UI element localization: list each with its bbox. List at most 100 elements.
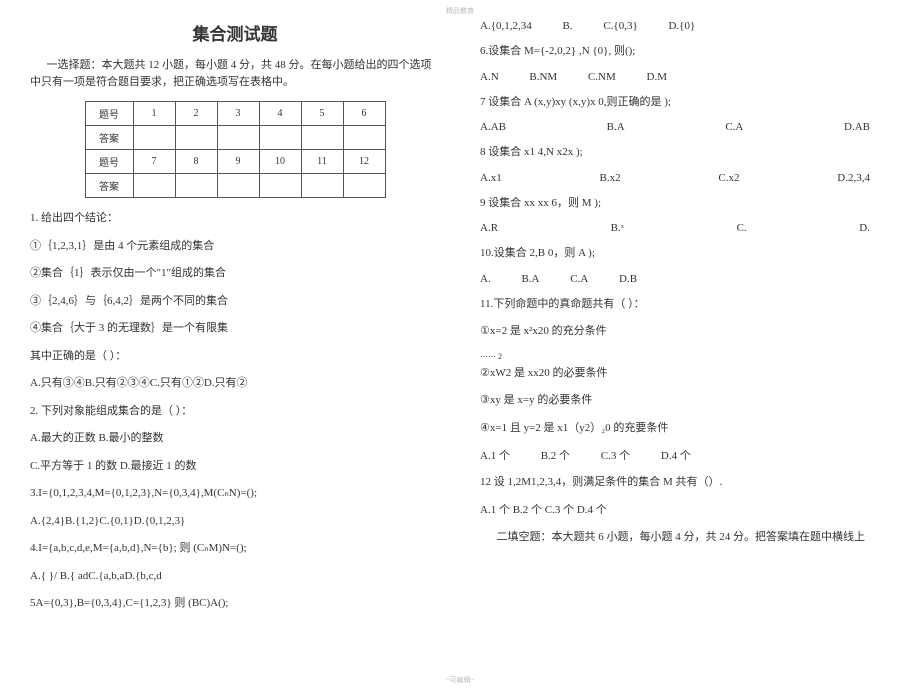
table-cell (343, 174, 385, 198)
q7-b: B.A (607, 121, 625, 133)
q1-opts: A.只有③④B.只有②③④C.只有①②D.只有② (30, 375, 440, 392)
q1-s4: ④集合｛大于 3 的无理数｝是一个有限集 (30, 320, 440, 337)
q10-stem: 10.设集合 2,B 0，则 A ); (480, 245, 890, 262)
table-cell (259, 174, 301, 198)
q3-opts: A.{2,4}B.{1,2}C.{0,1}D.{0,1,2,3} (30, 513, 440, 530)
q5-opts: A.{0,1,2,34 B. C.{0,3} D.{0} (480, 20, 890, 32)
table-cell (259, 126, 301, 150)
q8-opts: A.x1 B.x2 C.x2 D.2,3,4 (480, 172, 890, 184)
q8-stem: 8 设集合 x1 4,N x2x ); (480, 144, 890, 161)
q1-s1: ①｛1,2,3,1｝是由 4 个元素组成的集合 (30, 238, 440, 255)
q11-d: D.4 个 (661, 450, 691, 462)
table-cell (217, 126, 259, 150)
q4-opts: A.{ }/ B.{ adC.{a,b,aD.{b,c,d (30, 568, 440, 585)
q8-c: C.x2 (718, 172, 739, 184)
table-cell (133, 174, 175, 198)
table-cell: 8 (175, 150, 217, 174)
q5-a: A.{0,1,2,34 (480, 20, 532, 32)
table-cell: 2 (175, 102, 217, 126)
section1-intro: 一选择题：本大题共 12 小题，每小题 4 分，共 48 分。在每小题给出的四个… (30, 57, 440, 90)
table-cell: 1 (133, 102, 175, 126)
table-header: 题号 (85, 150, 133, 174)
q8-b: B.x2 (600, 172, 621, 184)
q9-opts: A.R B.ˣ C. D. (480, 222, 890, 234)
page-container: 集合测试题 一选择题：本大题共 12 小题，每小题 4 分，共 48 分。在每小… (0, 0, 920, 633)
q6-stem: 6.设集合 M={-2,0,2} ,N {0}, 则(); (480, 43, 890, 60)
table-cell: 7 (133, 150, 175, 174)
q9-d: D. (859, 222, 870, 234)
q11-dots: ⋯⋯ 2 (480, 351, 890, 363)
table-cell: 11 (301, 150, 343, 174)
q11-s4: ④x=1 且 y=2 是 x1（y2）₂0 的充要条件 (480, 420, 890, 437)
q10-opts: A. B.A C.A D.B (480, 273, 890, 285)
q1-stem: 1. 给出四个结论： (30, 210, 440, 227)
q4-stem: 4.I={a,b,c,d,e,M={a,b,d},N={b}; 则 (CₙM)N… (30, 540, 440, 557)
footer-text: ~可编辑~ (446, 675, 475, 685)
q5-stem: 5A={0,3},B={0,3,4},C={1,2,3} 则 (BC)A(); (30, 595, 440, 612)
q11-stem: 11.下列命题中的真命题共有（ ）： (480, 296, 890, 313)
q1-ask: 其中正确的是（ ）： (30, 348, 440, 365)
watermark-text: 精品教育 (446, 6, 474, 16)
q11-b: B.2 个 (541, 450, 570, 462)
q6-a: A.N (480, 71, 499, 83)
q2-stem: 2. 下列对象能组成集合的是（ ）： (30, 403, 440, 420)
q5-c: C.{0,3} (603, 20, 637, 32)
q1-s2: ②集合｛1｝表示仅由一个"1"组成的集合 (30, 265, 440, 282)
table-header: 题号 (85, 102, 133, 126)
q2-ab: A.最大的正数 B.最小的整数 (30, 430, 440, 447)
table-cell: 5 (301, 102, 343, 126)
answer-table: 题号 1 2 3 4 5 6 答案 题号 7 8 9 10 11 12 (85, 101, 386, 198)
table-cell: 9 (217, 150, 259, 174)
q10-c: C.A (570, 273, 588, 285)
left-column: 集合测试题 一选择题：本大题共 12 小题，每小题 4 分，共 48 分。在每小… (30, 20, 440, 623)
q7-stem: 7 设集合 A (x,y)xy (x,y)x 0,则正确的是 ); (480, 94, 890, 111)
q8-d: D.2,3,4 (837, 172, 870, 184)
q6-d: D.M (647, 71, 667, 83)
q8-a: A.x1 (480, 172, 502, 184)
table-cell (301, 174, 343, 198)
right-column: A.{0,1,2,34 B. C.{0,3} D.{0} 6.设集合 M={-2… (480, 20, 890, 623)
q11-s3: ③xy 是 x=y 的必要条件 (480, 392, 890, 409)
q6-c: C.NM (588, 71, 616, 83)
q11-c: C.3 个 (601, 450, 630, 462)
table-cell: 4 (259, 102, 301, 126)
q7-c: C.A (725, 121, 743, 133)
q10-d: D.B (619, 273, 637, 285)
q7-opts: A.AB B.A C.A D.AB (480, 121, 890, 133)
table-header: 答案 (85, 126, 133, 150)
q10-a: A. (480, 273, 491, 285)
q5-d: D.{0} (668, 20, 695, 32)
table-cell (175, 126, 217, 150)
q9-c: C. (737, 222, 747, 234)
table-cell (301, 126, 343, 150)
page-title: 集合测试题 (30, 20, 440, 45)
q10-b: B.A (521, 273, 539, 285)
q9-a: A.R (480, 222, 498, 234)
q11-s2: ②xW2 是 xx20 的必要条件 (480, 365, 890, 382)
q1-s3: ③｛2,4,6｝与｛6,4,2｝是两个不同的集合 (30, 293, 440, 310)
q11-opts: A.1 个 B.2 个 C.3 个 D.4 个 (480, 447, 890, 463)
table-cell (343, 126, 385, 150)
table-cell: 12 (343, 150, 385, 174)
q2-cd: C.平方等于 1 的数 D.最接近 1 的数 (30, 458, 440, 475)
q6-opts: A.N B.NM C.NM D.M (480, 71, 890, 83)
q5-b: B. (562, 20, 572, 32)
q7-a: A.AB (480, 121, 506, 133)
table-cell (175, 174, 217, 198)
q12-opts: A.1 个 B.2 个 C.3 个 D.4 个 (480, 502, 890, 519)
table-cell: 10 (259, 150, 301, 174)
table-cell: 3 (217, 102, 259, 126)
table-header: 答案 (85, 174, 133, 198)
q11-a: A.1 个 (480, 450, 510, 462)
table-cell: 6 (343, 102, 385, 126)
table-cell (217, 174, 259, 198)
q3-stem: 3.I={0,1,2,3,4,M={0,1,2,3},N={0,3,4},M(C… (30, 485, 440, 502)
q6-b: B.NM (529, 71, 557, 83)
q12-stem: 12 设 1,2M1,2,3,4，则满足条件的集合 M 共有（）. (480, 474, 890, 491)
q9-b: B.ˣ (611, 222, 624, 234)
q7-d: D.AB (844, 121, 870, 133)
table-cell (133, 126, 175, 150)
q11-s1: ①x=2 是 x²x20 的充分条件 (480, 323, 890, 340)
section2-intro: 二填空题：本大题共 6 小题，每小题 4 分，共 24 分。把答案填在题中横线上 (480, 529, 890, 546)
q9-stem: 9 设集合 xx xx 6，则 M ); (480, 195, 890, 212)
